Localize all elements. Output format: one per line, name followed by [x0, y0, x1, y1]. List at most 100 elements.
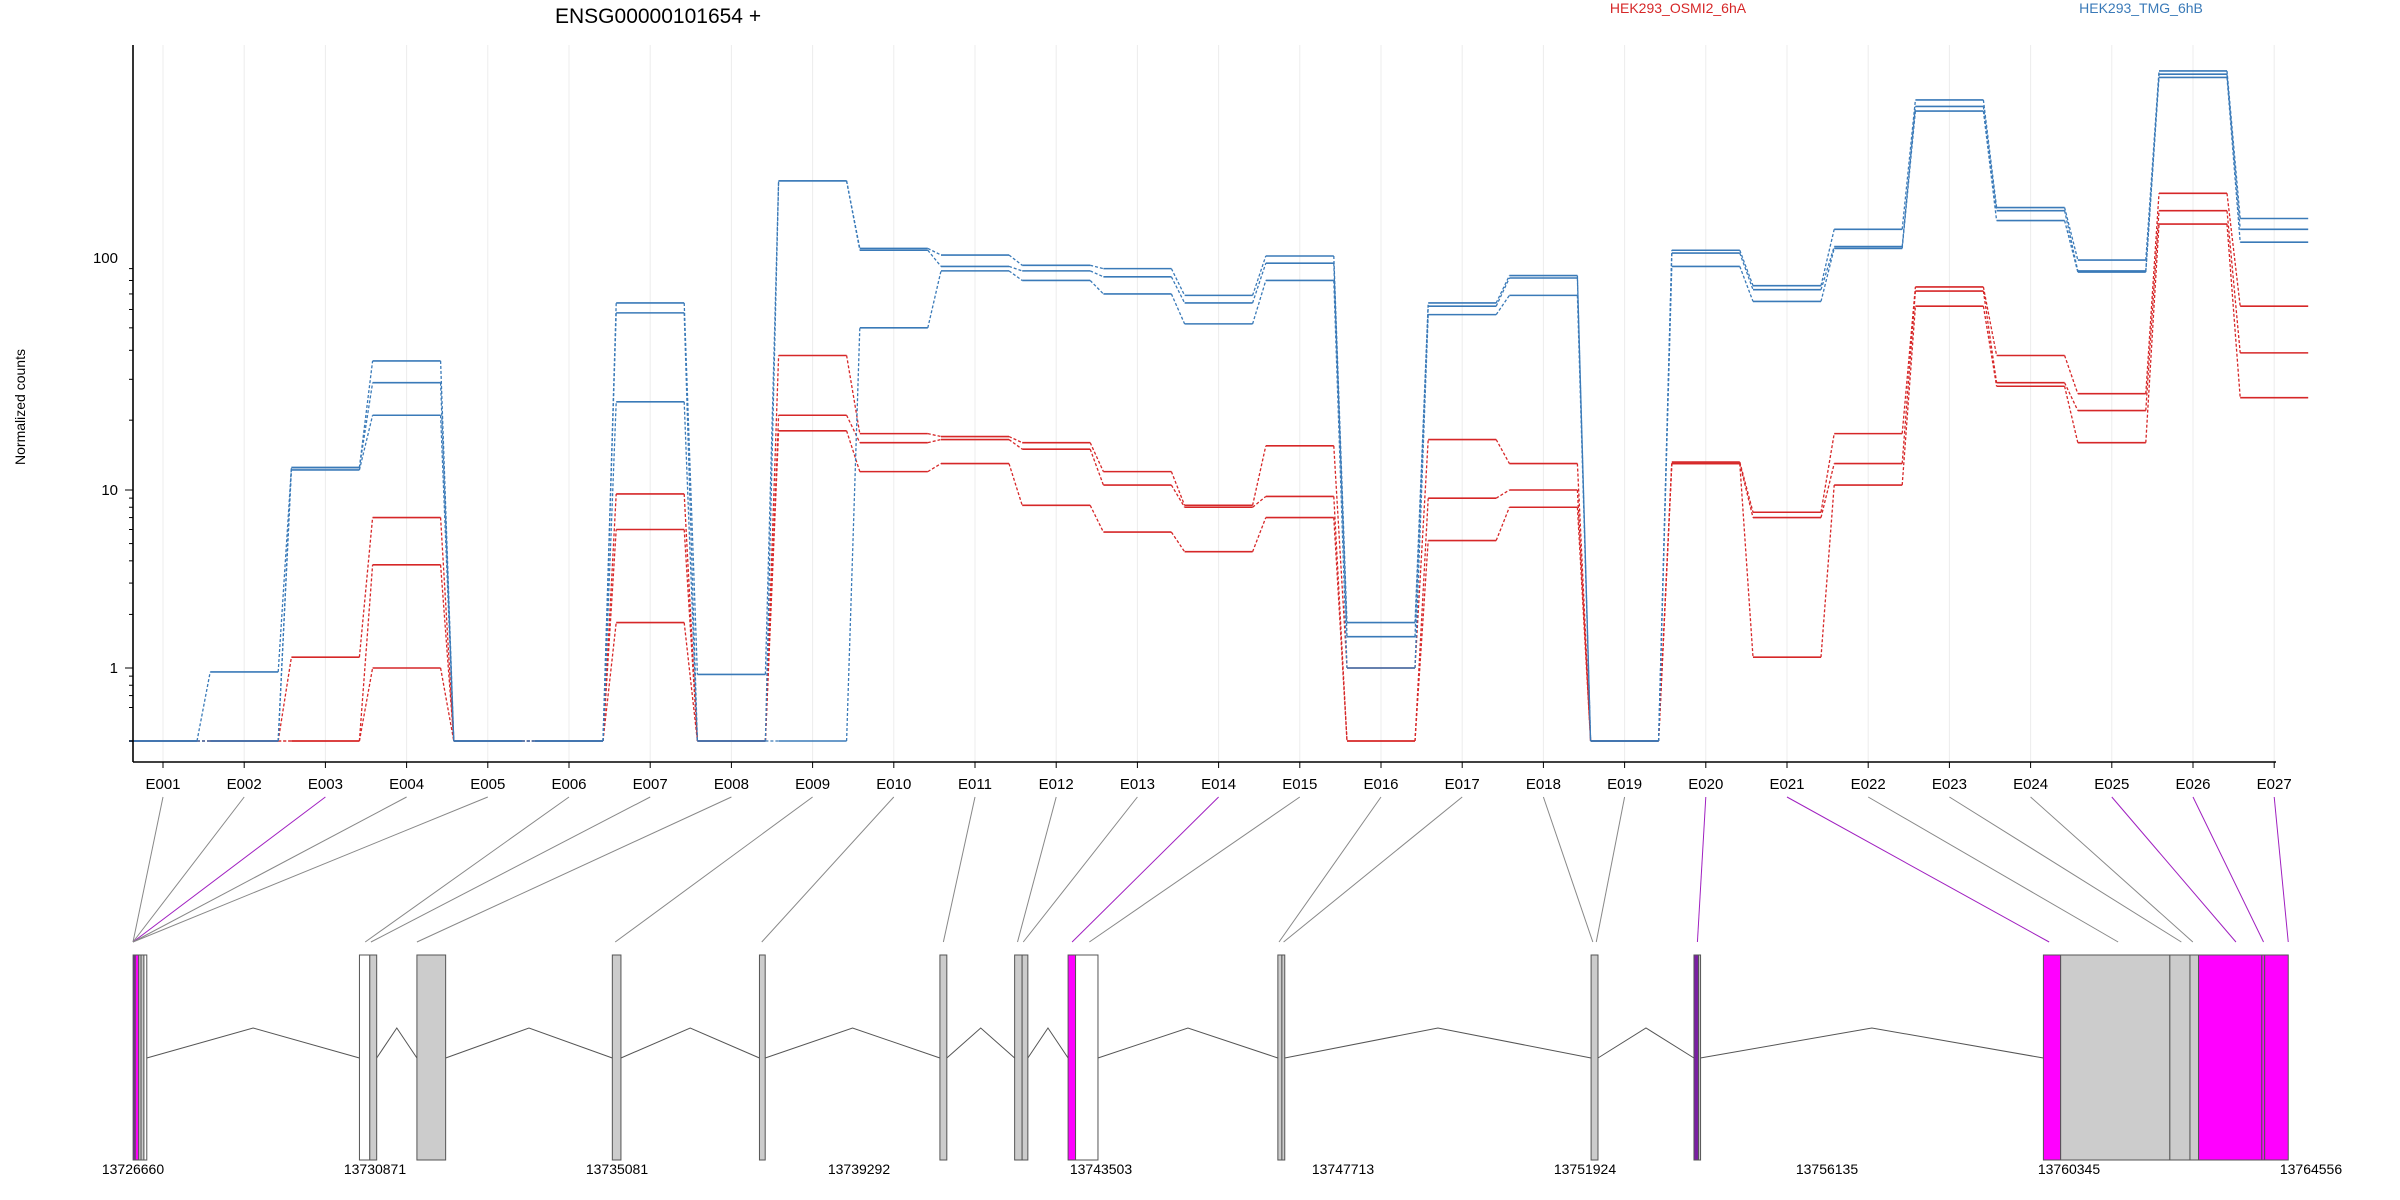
intron	[1700, 1027, 2044, 1059]
x-tick-label: E013	[1120, 776, 1155, 793]
intron	[946, 1027, 1015, 1059]
series-transition	[1901, 286, 1917, 434]
x-tick-label: E024	[2013, 776, 2048, 793]
series-transition	[2064, 382, 2079, 411]
exon-E008	[416, 954, 447, 1161]
exon-connector	[1283, 796, 1463, 943]
exon-connectors	[132, 796, 2289, 943]
series-transition	[2145, 77, 2160, 273]
series-transition	[1901, 306, 1917, 486]
series-transition	[2145, 74, 2160, 271]
exon-connector	[1542, 796, 1594, 943]
series-transition	[1820, 433, 1835, 513]
x-tick-label: E012	[1039, 776, 1074, 793]
series-transition	[1982, 306, 1998, 387]
x-tick-label: E003	[308, 776, 343, 793]
series-transition	[2063, 220, 2079, 273]
exon-connector	[416, 796, 732, 943]
series-transition	[1495, 295, 1510, 316]
coordinate-label: 13747713	[1312, 1161, 1375, 1177]
x-tick-label: E001	[145, 776, 180, 793]
series-transition	[1576, 277, 1592, 742]
series-transition	[1901, 99, 1917, 230]
exon-connector	[132, 796, 164, 943]
exon-connector	[1949, 796, 2182, 943]
x-tick-label: E017	[1445, 776, 1480, 793]
x-ticks: E001 E002 E003 E004 E005 E006 E007 E008 E009 E010…	[145, 762, 2292, 793]
series-transition	[683, 529, 699, 742]
series-transition	[1982, 110, 1998, 221]
exon-E025	[2198, 954, 2263, 1161]
x-tick-label: E010	[876, 776, 911, 793]
genomic-coordinates: 13726660 13730871 13735081 13739292 13743503…	[102, 1161, 2343, 1177]
series-transition	[1089, 270, 1104, 278]
series-transition	[439, 517, 455, 742]
series-transition	[1820, 485, 1835, 658]
series-transition	[1333, 517, 1348, 742]
series-transition	[1008, 254, 1023, 266]
series-transition	[1495, 507, 1511, 541]
gridlines	[162, 45, 2275, 762]
intron	[1027, 1027, 1069, 1059]
series-transition	[1008, 270, 1023, 282]
series-transition	[2063, 207, 2079, 261]
x-tick-label: E020	[1688, 776, 1723, 793]
series-transition	[1333, 445, 1348, 669]
exon-connector	[1022, 796, 1138, 943]
series-transition	[2145, 224, 2160, 443]
intron	[1284, 1027, 1592, 1059]
series-transition	[683, 401, 699, 742]
exon-E023	[2169, 954, 2191, 1161]
series-transition	[1901, 291, 1917, 464]
exon-connector	[614, 796, 813, 943]
series-transition	[1901, 110, 1917, 249]
intron	[146, 1027, 360, 1059]
series-transition	[2063, 355, 2079, 394]
x-tick-label: E021	[1769, 776, 1804, 793]
series-transition	[1739, 266, 1754, 302]
y-axis-label: Normalized counts	[12, 349, 28, 465]
exon-E019	[1693, 954, 1700, 1161]
exon-connector	[370, 796, 651, 943]
series-transition	[602, 312, 617, 742]
exon-connector	[2192, 796, 2264, 943]
exon-connector	[132, 796, 407, 943]
exon-E020	[1698, 954, 1702, 1161]
series-6	[129, 76, 2309, 742]
gene-model	[132, 954, 2289, 1161]
series-transition	[764, 180, 780, 742]
coordinate-label: 13743503	[1070, 1161, 1133, 1177]
x-tick-label: E006	[551, 776, 586, 793]
series-transition	[764, 430, 780, 742]
x-tick-label: E027	[2257, 776, 2292, 793]
series-transition	[1251, 280, 1267, 325]
y-tick-label: 10	[101, 482, 118, 499]
x-tick-label: E025	[2094, 776, 2129, 793]
series-transition	[358, 564, 374, 742]
series-transition	[927, 463, 942, 473]
exon-connector	[364, 796, 570, 943]
legend-label-osmi2: HEK293_OSMI2_6hA	[1610, 0, 1747, 16]
series-transition	[1251, 445, 1267, 506]
chart-title: ENSG00000101654 +	[555, 5, 761, 28]
series-transition	[2145, 210, 2160, 411]
exon-E002	[134, 954, 140, 1161]
series-transition	[1820, 463, 1835, 518]
exon-connector	[1071, 796, 1219, 943]
series-transition	[1333, 280, 1348, 669]
series-transition	[845, 430, 861, 472]
x-tick-label: E023	[1932, 776, 1967, 793]
coordinate-label: 13735081	[586, 1161, 649, 1177]
y-tick-label: 100	[93, 250, 118, 267]
coordinate-label: 13756135	[1796, 1161, 1859, 1177]
series-transition	[927, 249, 942, 267]
x-tick-label: E022	[1851, 776, 1886, 793]
series-transition	[845, 355, 861, 434]
exon-E009	[611, 954, 622, 1161]
series-transition	[1089, 280, 1104, 295]
series-transition	[683, 312, 699, 742]
coordinate-label: 13764556	[2280, 1161, 2343, 1177]
series-transition	[602, 529, 617, 742]
x-tick-label: E019	[1607, 776, 1642, 793]
series-transition	[277, 657, 293, 742]
